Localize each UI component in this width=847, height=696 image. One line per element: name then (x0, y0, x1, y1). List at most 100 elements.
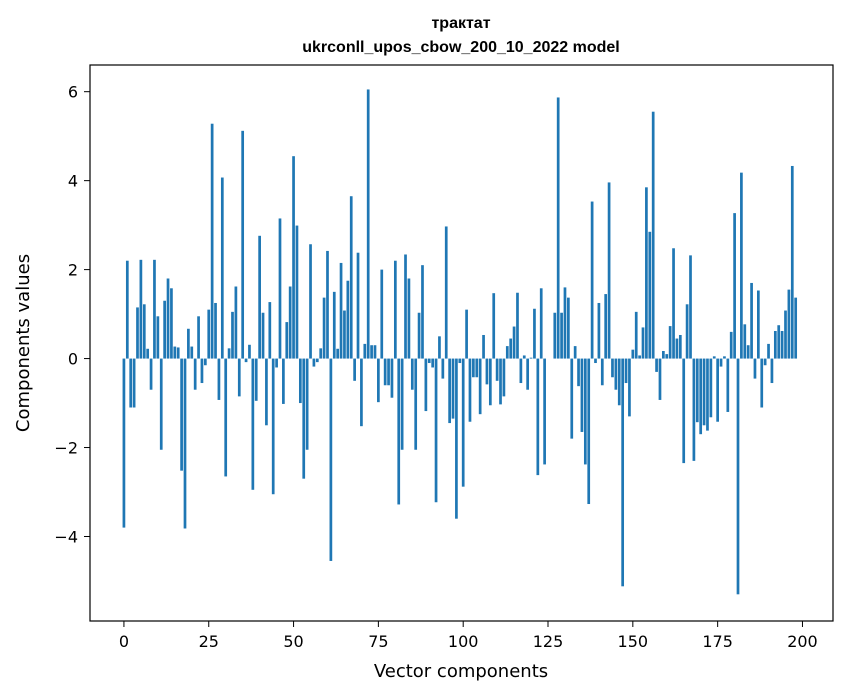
bar-60 (326, 250, 329, 359)
bar-15 (173, 346, 177, 359)
bar-26 (210, 123, 214, 359)
bar-2 (129, 358, 133, 408)
bar-173 (709, 358, 713, 418)
bar-5 (139, 259, 143, 359)
bar-21 (193, 358, 197, 390)
bar-179 (729, 331, 733, 359)
bar-195 (784, 310, 787, 359)
bar-67 (349, 196, 353, 359)
bar-18 (183, 358, 187, 529)
bar-102 (468, 358, 472, 422)
bar-70 (360, 358, 363, 427)
bar-69 (356, 252, 360, 359)
bar-103 (472, 358, 475, 378)
bar-88 (421, 265, 424, 359)
x-tick-label: 100 (448, 632, 479, 651)
bar-46 (278, 218, 282, 359)
bar-148 (624, 358, 628, 384)
bar-117 (519, 358, 523, 384)
x-tick-label: 150 (618, 632, 649, 651)
bar-90 (427, 358, 431, 364)
bar-191 (770, 358, 774, 384)
bar-7 (146, 348, 150, 359)
bar-11 (159, 358, 163, 450)
bar-137 (587, 358, 591, 505)
bar-170 (699, 358, 703, 435)
bar-29 (220, 177, 224, 359)
bar-163 (675, 338, 679, 359)
bar-135 (580, 358, 584, 432)
bar-113 (505, 346, 509, 359)
bar-24 (203, 358, 207, 366)
bar-151 (634, 311, 638, 359)
bar-178 (726, 358, 730, 412)
bar-62 (332, 291, 336, 359)
bar-65 (343, 310, 346, 359)
bar-39 (254, 358, 258, 401)
bar-51 (295, 225, 299, 359)
bar-121 (533, 308, 536, 359)
bar-85 (410, 358, 414, 390)
bar-188 (760, 358, 764, 408)
bar-80 (393, 260, 397, 359)
bar-112 (502, 358, 506, 397)
x-tick-label: 200 (787, 632, 818, 651)
bar-131 (567, 297, 570, 359)
bar-68 (353, 358, 356, 381)
bar-111 (499, 358, 502, 405)
bar-4 (136, 307, 139, 359)
y-tick-label: 2 (68, 261, 78, 280)
x-tick-label: 25 (199, 632, 219, 651)
y-tick-label: −4 (54, 527, 78, 546)
bar-14 (170, 288, 173, 359)
bar-164 (678, 334, 682, 359)
bar-99 (458, 358, 462, 364)
bar-81 (397, 358, 401, 505)
bar-168 (692, 358, 696, 461)
bar-150 (631, 349, 635, 359)
bar-53 (302, 358, 306, 479)
bar-96 (448, 358, 451, 424)
bar-185 (750, 282, 753, 359)
bar-157 (655, 358, 658, 372)
bar-165 (682, 358, 686, 464)
bar-47 (282, 358, 285, 404)
bar-184 (746, 345, 750, 359)
bar-134 (577, 358, 580, 387)
bar-91 (431, 358, 435, 368)
bar-142 (604, 294, 608, 359)
bar-9 (153, 259, 156, 359)
bar-182 (740, 172, 743, 359)
bar-101 (465, 309, 468, 359)
bar-108 (488, 358, 492, 406)
bar-86 (414, 358, 418, 450)
bar-73 (370, 345, 373, 359)
bar-172 (706, 358, 709, 431)
bar-76 (380, 269, 384, 359)
bar-105 (478, 358, 482, 415)
bar-87 (417, 312, 421, 359)
bar-13 (166, 278, 170, 359)
bar-143 (607, 182, 611, 359)
bar-79 (390, 358, 394, 398)
bar-10 (156, 316, 160, 359)
bar-180 (733, 213, 736, 359)
bar-48 (285, 322, 289, 359)
bar-189 (763, 358, 767, 366)
bar-187 (757, 290, 760, 359)
x-axis-label: Vector components (374, 661, 548, 682)
bar-37 (248, 344, 251, 359)
y-tick-label: 6 (68, 83, 78, 102)
bars-group (122, 89, 798, 595)
bar-190 (767, 343, 770, 359)
bar-100 (461, 358, 465, 487)
bar-55 (309, 244, 312, 359)
bar-92 (434, 358, 438, 503)
bar-192 (773, 330, 777, 359)
bar-35 (241, 130, 245, 359)
chart-subtitle: ukrconll_upos_cbow_200_10_2022 model (302, 39, 619, 56)
bar-169 (695, 358, 699, 423)
bar-161 (668, 326, 672, 359)
plot-frame (89, 64, 834, 622)
bar-106 (482, 334, 485, 359)
